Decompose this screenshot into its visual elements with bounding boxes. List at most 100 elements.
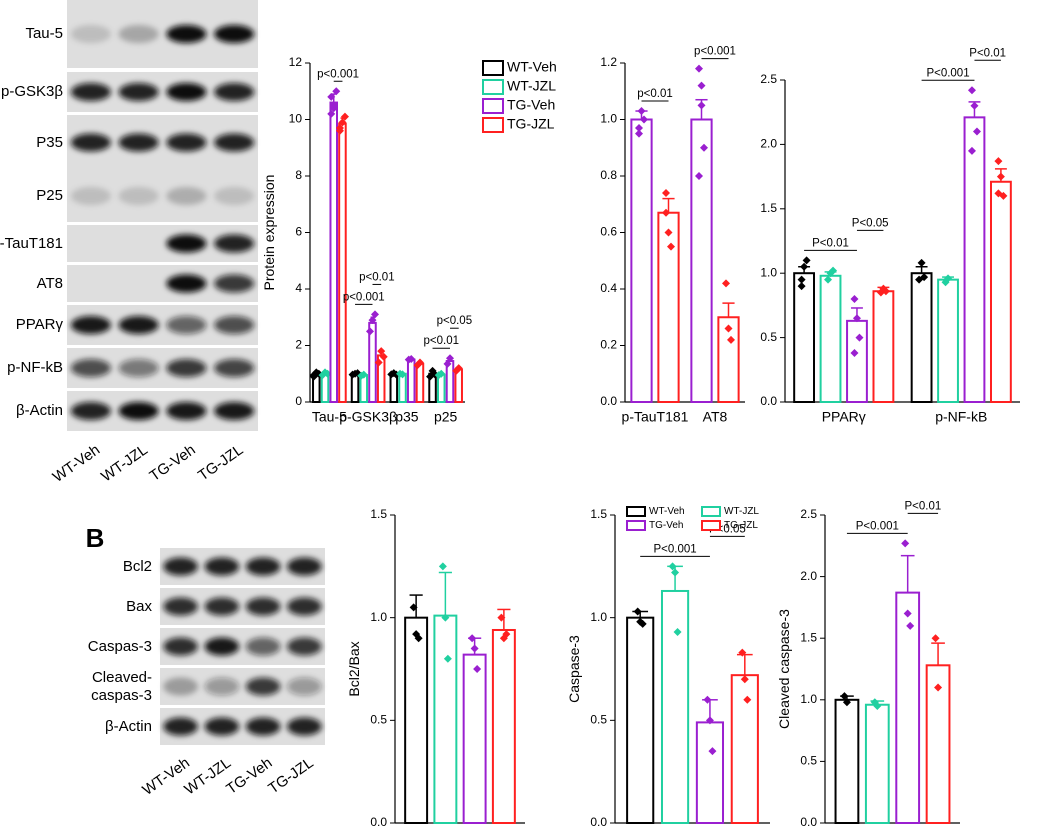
data-point — [972, 127, 981, 136]
legend-label: WT-JZL — [724, 506, 759, 517]
blot-band — [245, 677, 281, 696]
bar — [695, 721, 725, 824]
data-point — [727, 335, 735, 344]
data-point — [454, 364, 463, 373]
y-tick-label: 0.5 — [800, 754, 817, 768]
bar — [910, 272, 933, 404]
y-tick-label: 2.0 — [800, 569, 817, 583]
bar — [630, 118, 653, 403]
data-point — [724, 324, 733, 333]
blot-row-label: p-NF-kB — [7, 359, 63, 376]
y-tick-label: 0.6 — [600, 225, 617, 239]
data-point — [441, 613, 450, 622]
blot-band — [214, 234, 255, 253]
lane-label: TG-JZL — [265, 754, 316, 797]
significance-label: p<0.001 — [343, 291, 385, 303]
y-tick-label: 12 — [289, 55, 303, 69]
data-point — [738, 648, 747, 657]
data-point — [359, 370, 368, 379]
data-point — [996, 172, 1005, 181]
data-point — [340, 112, 349, 121]
data-point — [797, 275, 806, 284]
data-point — [377, 347, 386, 356]
y-axis-label: Bcl2/Bax — [346, 641, 362, 696]
y-axis-label: Protein expression — [261, 175, 277, 291]
blot-band — [214, 25, 255, 43]
data-point — [903, 609, 912, 618]
significance-label: P<0.001 — [856, 520, 899, 532]
x-tick-label: PPARγ — [822, 409, 866, 425]
bar — [329, 101, 339, 404]
legend-label: WT-Veh — [649, 506, 685, 517]
data-point — [850, 294, 859, 303]
x-tick-label: Tau-5 — [312, 409, 347, 425]
bar — [338, 122, 347, 404]
x-tick-label: AT8 — [703, 409, 728, 425]
legend-label: TG-JZL — [507, 116, 555, 132]
significance-label: p<0.05 — [437, 315, 473, 327]
data-point — [309, 371, 318, 380]
legend-label: TG-JZL — [724, 520, 758, 531]
legend-swatch — [482, 79, 504, 95]
data-point — [370, 310, 379, 319]
x-tick-label: p35 — [395, 409, 419, 425]
bar — [462, 653, 487, 824]
x-tick-label: p-GSK3β — [339, 409, 397, 425]
blot-band — [245, 717, 281, 736]
blot-band — [204, 717, 240, 736]
y-tick-label: 8 — [295, 168, 302, 182]
data-point — [824, 275, 833, 284]
significance-label: P<0.001 — [653, 543, 696, 555]
data-point — [667, 242, 675, 251]
data-point — [931, 634, 940, 643]
bar — [404, 616, 429, 825]
data-point — [722, 279, 730, 288]
data-point — [635, 129, 643, 138]
y-tick-label: 2.5 — [760, 72, 777, 86]
panel-label: B — [86, 523, 105, 553]
data-point — [901, 539, 910, 548]
y-axis-label: Caspase-3 — [566, 635, 582, 703]
blot-band — [118, 25, 159, 43]
data-point — [638, 619, 647, 628]
y-tick-label: 1.0 — [760, 265, 777, 279]
y-tick-label: 0.5 — [760, 330, 777, 344]
lane-label: TG-JZL — [195, 441, 246, 484]
legend-swatch — [701, 506, 721, 517]
y-tick-label: 1.0 — [600, 112, 617, 126]
blot-row-label: β-Actin — [16, 402, 63, 419]
y-tick-label: 0.0 — [590, 815, 607, 828]
y-tick-label: 0.2 — [600, 338, 617, 352]
blot-row-label: AT8 — [36, 274, 63, 292]
lane-label: WT-Veh — [50, 441, 103, 486]
blot-row-label: p-GSK3β — [1, 83, 63, 100]
y-tick-label: 1.5 — [590, 507, 607, 521]
blot-band — [118, 359, 159, 377]
data-point — [379, 352, 388, 361]
bar — [491, 628, 516, 825]
data-point — [407, 355, 416, 364]
lane-label: WT-Veh — [139, 754, 192, 799]
blot-band — [166, 25, 207, 43]
blot-band — [214, 402, 255, 420]
data-point — [829, 266, 838, 275]
significance-label: p<0.01 — [637, 88, 673, 100]
data-point — [662, 208, 670, 217]
data-point — [368, 316, 377, 325]
blot-band — [118, 133, 159, 152]
data-point — [473, 665, 482, 673]
blot-band — [245, 637, 281, 656]
data-point — [855, 333, 864, 342]
data-point — [443, 654, 452, 663]
blot-band — [287, 637, 322, 656]
bar — [433, 614, 458, 825]
data-point — [662, 188, 670, 197]
lane-label: WT-JZL — [98, 441, 151, 485]
blot-band — [163, 717, 198, 736]
data-point — [700, 143, 708, 152]
data-point — [743, 695, 752, 704]
blot-row-label: Cleaved-caspas-3 — [91, 668, 152, 704]
data-point — [409, 603, 418, 612]
y-tick-label: 0.4 — [600, 281, 617, 295]
